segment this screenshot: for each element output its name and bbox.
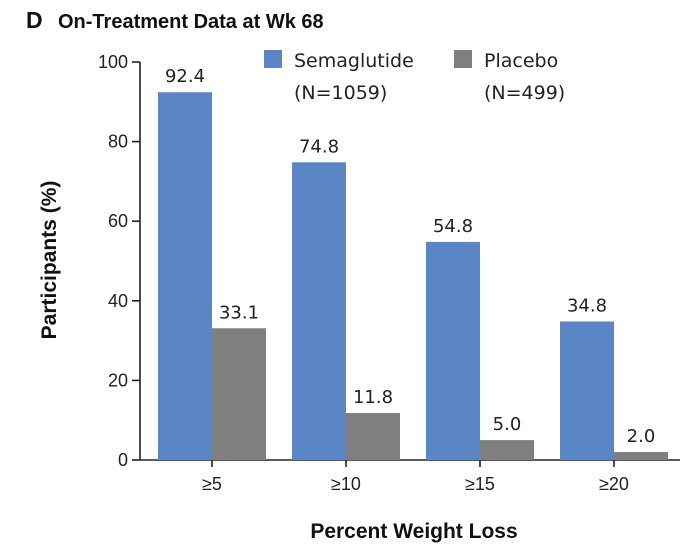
legend-swatch-placebo <box>454 50 472 68</box>
legend-label: Semaglutide <box>294 50 414 72</box>
bar-placebo-1 <box>346 413 400 460</box>
bar-placebo-2 <box>480 440 534 460</box>
bar-semaglutide-3 <box>560 321 614 460</box>
data-label: 2.0 <box>627 426 656 447</box>
bar-semaglutide-1 <box>292 162 346 460</box>
x-axis-label: Percent Weight Loss <box>310 520 517 543</box>
legend-sublabel: (N=1059) <box>294 82 387 104</box>
y-tick-label: 40 <box>108 291 128 311</box>
x-tick-label: ≥10 <box>331 474 361 494</box>
y-tick-label: 20 <box>108 370 128 390</box>
y-tick-label: 60 <box>108 211 128 231</box>
x-tick-label: ≥20 <box>599 474 629 494</box>
y-tick-label: 100 <box>98 52 128 72</box>
legend: Semaglutide (N=1059) Placebo (N=499) <box>264 50 565 104</box>
data-label: 33.1 <box>219 302 259 323</box>
y-axis: 0 20 40 60 80 100 <box>98 52 141 470</box>
x-tick-label: ≥5 <box>202 474 222 494</box>
bar-placebo-0 <box>212 328 266 460</box>
bar-semaglutide-0 <box>158 92 212 461</box>
legend-label: Placebo <box>484 50 558 72</box>
legend-swatch-semaglutide <box>264 50 282 68</box>
data-label: 11.8 <box>353 387 393 408</box>
data-label: 92.4 <box>165 66 205 87</box>
data-label: 34.8 <box>567 295 607 316</box>
chart-title: On-Treatment Data at Wk 68 <box>58 11 324 33</box>
data-label: 74.8 <box>299 136 339 157</box>
y-tick-label: 0 <box>118 450 128 470</box>
x-axis: ≥5 ≥10 ≥15 ≥20 <box>140 459 680 494</box>
legend-sublabel: (N=499) <box>484 82 565 104</box>
bars: 92.4 74.8 54.8 34.8 33.1 11.8 5.0 2.0 <box>158 66 668 461</box>
data-label: 5.0 <box>493 414 522 435</box>
bar-placebo-3 <box>614 452 668 460</box>
panel-letter: D <box>26 7 43 33</box>
y-tick-label: 80 <box>108 132 128 152</box>
bar-semaglutide-2 <box>426 241 480 460</box>
y-axis-label: Participants (%) <box>38 181 61 340</box>
data-label: 54.8 <box>433 216 473 237</box>
x-tick-label: ≥15 <box>465 474 495 494</box>
